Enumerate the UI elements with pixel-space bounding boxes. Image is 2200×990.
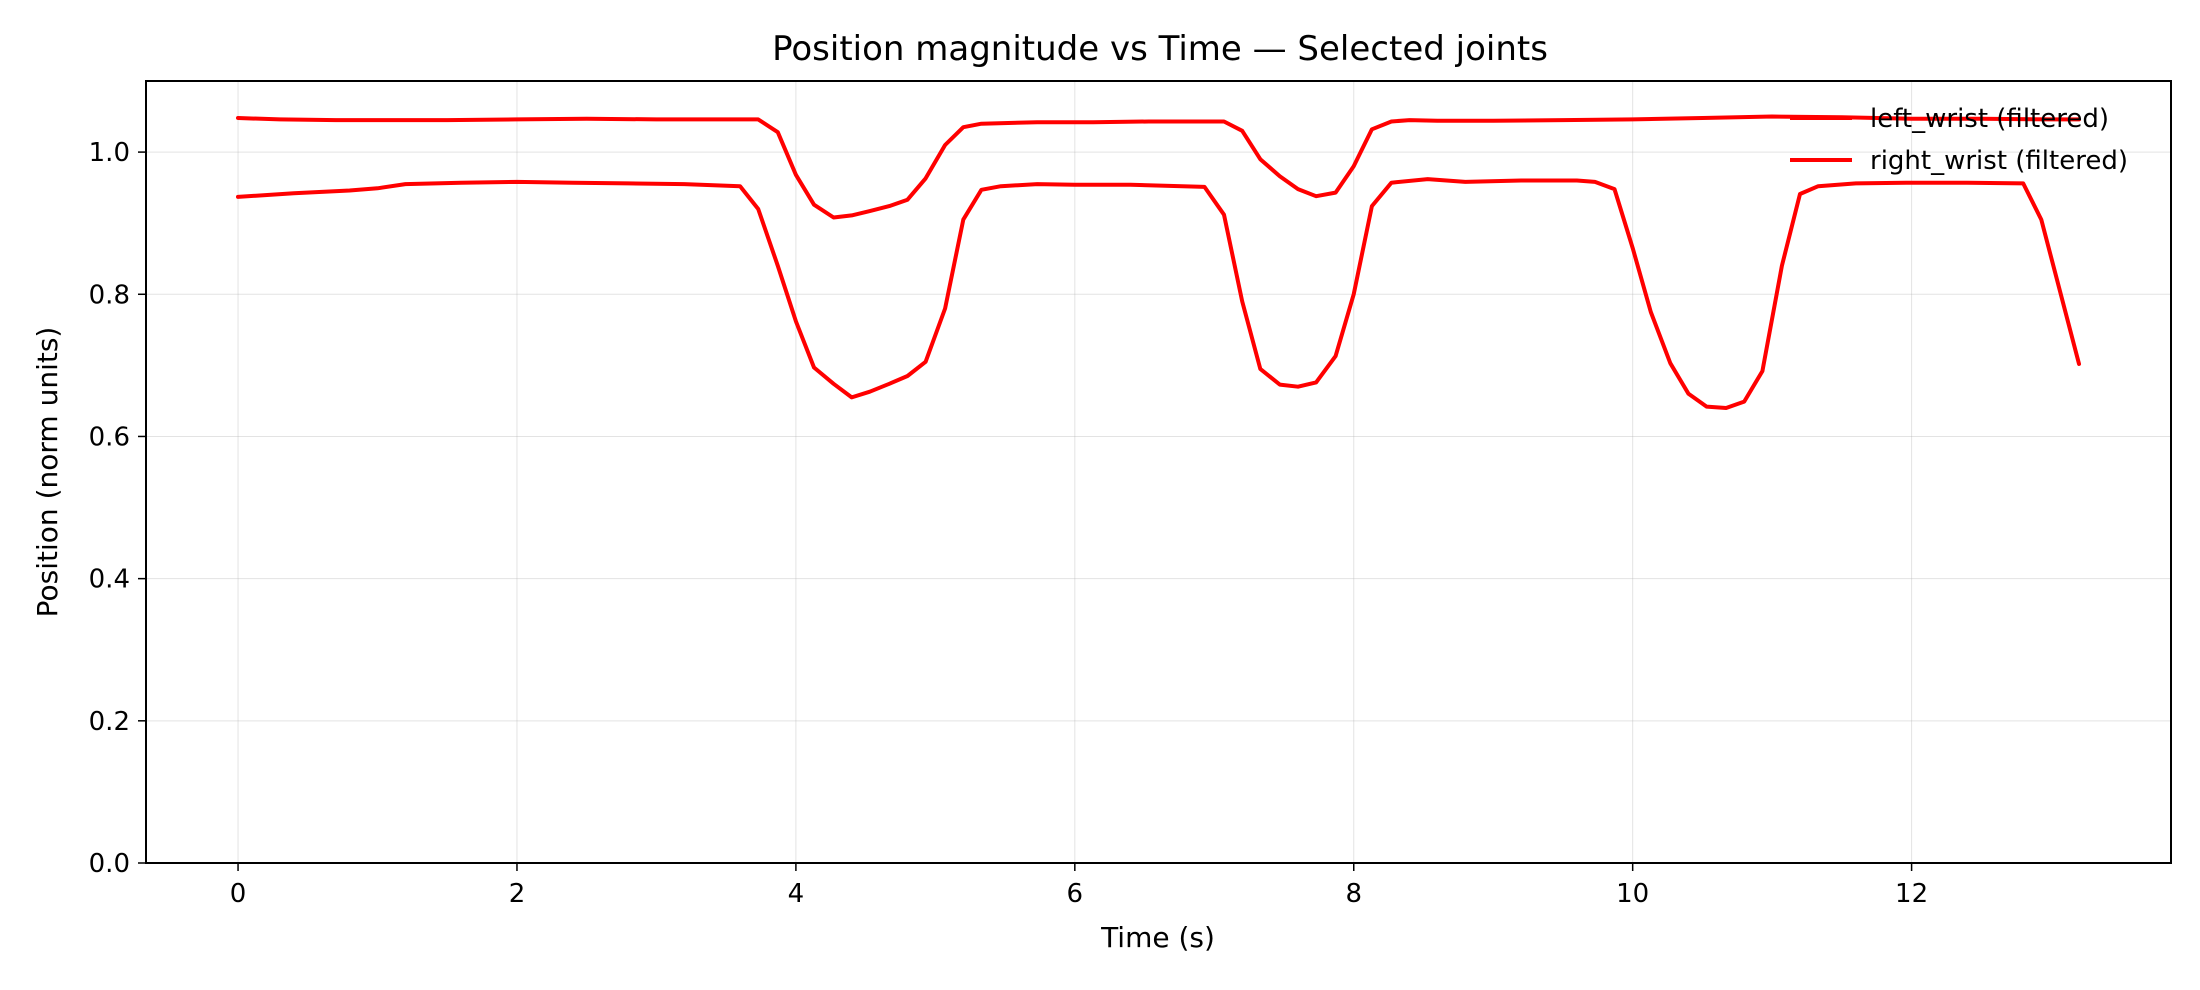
y-tick-label: 0.6 (89, 422, 130, 452)
grid (146, 81, 2171, 864)
legend-label: right_wrist (filtered) (1870, 146, 2128, 176)
x-tick-label: 8 (1345, 879, 1362, 909)
x-tick-label: 0 (230, 879, 247, 909)
x-axis-label: Time (s) (1100, 921, 1215, 954)
y-tick-label: 0.8 (89, 280, 130, 310)
legend-label: left_wrist (filtered) (1870, 104, 2109, 134)
y-axis-label: Position (norm units) (31, 327, 64, 618)
x-tick-label: 2 (509, 879, 526, 909)
legend: left_wrist (filtered) right_wrist (filter… (1790, 104, 2128, 176)
x-tick-label: 6 (1067, 879, 1084, 909)
plot-lines (236, 114, 2081, 410)
x-axis-ticks: 0 2 4 6 8 10 12 (230, 863, 1928, 909)
y-tick-label: 1.0 (89, 138, 130, 168)
x-tick-label: 12 (1895, 879, 1928, 909)
series-line-1 (236, 114, 2081, 220)
chart-title: Position magnitude vs Time — Selected jo… (772, 29, 1548, 69)
y-axis-ticks: 0.0 0.2 0.4 0.6 0.8 1.0 (89, 138, 146, 879)
y-tick-label: 0.4 (89, 565, 130, 595)
plot-frame (145, 80, 2172, 864)
series-line-2 (236, 177, 2081, 410)
y-tick-label: 0.2 (89, 707, 130, 737)
x-tick-label: 10 (1616, 879, 1649, 909)
y-tick-label: 0.0 (89, 849, 130, 879)
x-tick-label: 4 (788, 879, 805, 909)
